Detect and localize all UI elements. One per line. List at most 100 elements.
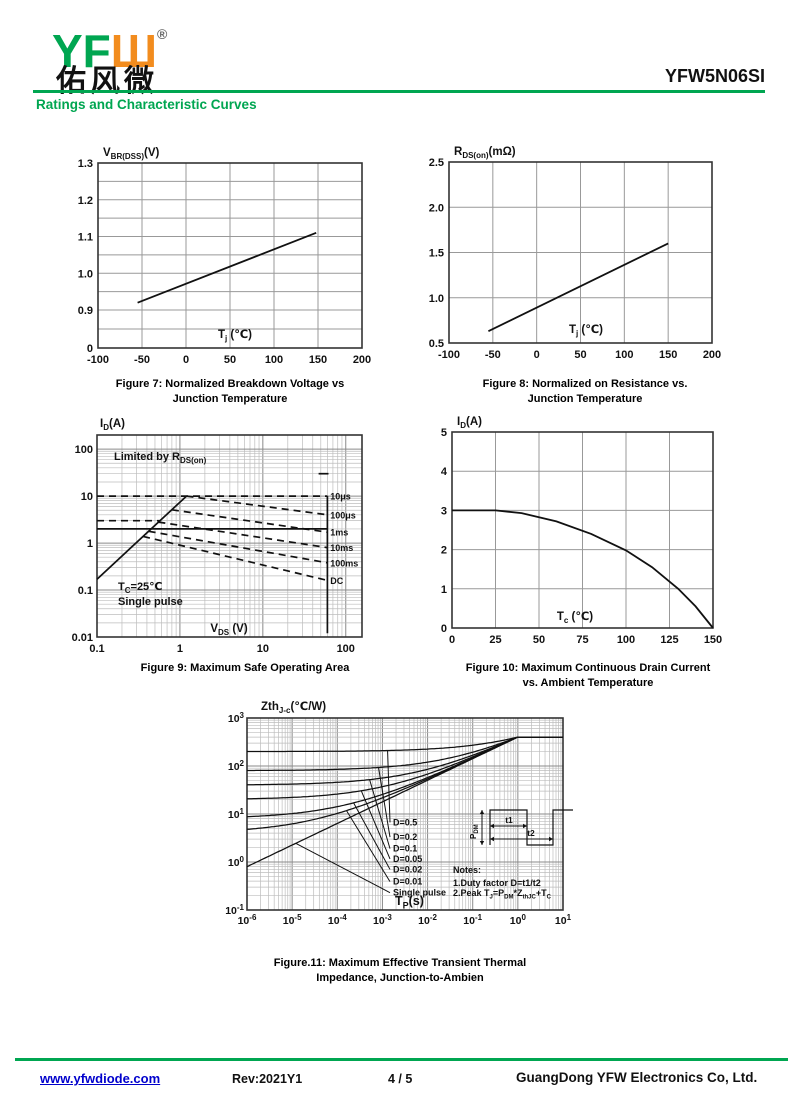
leader-line-2 <box>369 779 391 849</box>
annotation-single-pulse: Single pulse <box>118 596 183 608</box>
y-tick-label: 0.5 <box>429 338 444 350</box>
y-tick-label: 0 <box>441 623 447 635</box>
pulse-100us <box>186 495 328 516</box>
x-tick-label: 125 <box>660 634 678 646</box>
series-label-1ms: 1ms <box>330 528 348 538</box>
notes-line-2: 2.Peak TJ=PDM*ZthJC+TC <box>453 888 552 900</box>
x-tick-label: 10-1 <box>463 913 482 927</box>
footer-divider <box>15 1058 788 1061</box>
x-tick-label: 0 <box>534 349 540 361</box>
pulse-1ms <box>171 508 328 534</box>
x-tick-label: 200 <box>703 349 721 361</box>
y-tick-label: 0.01 <box>72 632 93 644</box>
x-tick-label: 100 <box>615 349 633 361</box>
series-label-100ms: 100ms <box>330 558 358 568</box>
figure-8-caption: Figure 8: Normalized on Resistance vs. J… <box>482 378 688 405</box>
figure-10-caption: Figure 10: Maximum Continuous Drain Curr… <box>465 662 711 689</box>
curve-label-3: D=0.05 <box>393 854 422 864</box>
curve-label-6: Single pulse <box>393 888 446 898</box>
curve-label-0: D=0.5 <box>393 817 417 827</box>
y-tick-label: 10 <box>81 491 93 503</box>
normalized-breakdown-voltage <box>137 231 317 304</box>
y-tick-label: 0.1 <box>78 585 93 597</box>
x-tick-label: 100 <box>337 643 355 655</box>
y-tick-label: 1.2 <box>78 195 93 207</box>
leader-line-4 <box>353 802 391 870</box>
y-axis-label: ID(A) <box>100 418 125 432</box>
curve-label-2: D=0.1 <box>393 844 417 854</box>
annotation-tc-25c: TC=25℃ <box>118 581 163 595</box>
y-tick-label: 101 <box>228 807 245 821</box>
plot-border <box>97 162 363 349</box>
y-tick-label: 2.5 <box>429 157 444 169</box>
zth-curve-D=0.5 <box>247 736 563 753</box>
y-tick-label: 102 <box>228 759 245 773</box>
y-axis-label: ID(A) <box>457 416 482 430</box>
rds-on-limit-line <box>96 495 188 580</box>
x-axis-label: Tj (℃) <box>218 329 252 343</box>
x-tick-label: 10-2 <box>418 913 437 927</box>
figure-9-caption: Figure 9: Maximum Safe Operating Area <box>140 662 350 674</box>
y-tick-label: 0.9 <box>78 305 93 317</box>
part-number: YFW5N06SI <box>664 66 765 86</box>
curve-label-5: D=0.01 <box>393 877 422 887</box>
y-tick-label: 100 <box>228 855 245 869</box>
figure-9-chart: 0.1 1 10 1001001010.10.0110μs100μs1ms10ms10… <box>72 418 363 655</box>
figure-11-caption: Figure.11: Maximum Effective Transient T… <box>273 957 527 984</box>
pulse-10ms <box>158 521 328 549</box>
x-tick-label: 50 <box>574 349 586 361</box>
company-name: GuangDong YFW Electronics Co, Ltd. <box>516 1070 758 1085</box>
y-tick-label: 100 <box>75 444 93 456</box>
registered-mark-icon: ® <box>157 26 168 42</box>
page-number: 4 / 5 <box>388 1072 413 1086</box>
series-label-100μs: 100μs <box>330 510 356 520</box>
x-tick-label: 10 <box>257 643 269 655</box>
y-axis-label: ZthJ-c(℃/W) <box>261 701 326 715</box>
yfw-logo: YFШ® <box>52 10 167 75</box>
y-tick-label: 1.0 <box>429 293 444 305</box>
x-tick-label: 1 <box>177 643 183 655</box>
y-tick-label: 1.5 <box>429 248 444 260</box>
pulse-100ms <box>148 530 328 564</box>
x-tick-label: 25 <box>489 634 501 646</box>
inset-label-t1: t1 <box>505 815 513 825</box>
x-tick-label: 10-5 <box>283 913 302 927</box>
figure-8-chart: -100 -50 0 50 100 150 200 2.5 2.0 1.5 1.0 0.5 RDS(on… <box>429 146 721 361</box>
x-axis-label: TP(s) <box>395 894 424 910</box>
logo-text-w: Ш <box>110 25 158 77</box>
y-tick-label: 1 <box>441 584 447 596</box>
x-tick-label: 150 <box>704 634 722 646</box>
x-tick-label: -50 <box>485 349 501 361</box>
id-vs-tc <box>452 509 714 629</box>
revision-label: Rev:2021Y1 <box>232 1072 303 1086</box>
y-tick-label: 0 <box>87 343 93 355</box>
leader-line-6 <box>295 842 391 894</box>
x-axis-label: Tj (℃) <box>569 324 603 338</box>
x-tick-label: 50 <box>533 634 545 646</box>
y-tick-label: 10-1 <box>225 903 244 917</box>
pulse-waveform-inset: PDM t1 t2 <box>469 809 573 846</box>
y-tick-label: 103 <box>228 711 245 725</box>
website-link[interactable]: www.yfwdiode.com <box>40 1071 161 1086</box>
x-tick-label: 0 <box>183 354 189 366</box>
curve-label-1: D=0.2 <box>393 832 417 842</box>
y-tick-label: 2 <box>441 545 447 557</box>
y-tick-label: 5 <box>441 427 447 439</box>
series-label-10μs: 10μs <box>330 492 351 502</box>
y-tick-label: 1.3 <box>78 158 93 170</box>
dc <box>142 535 328 582</box>
x-tick-label: 100 <box>510 913 527 927</box>
plot-border <box>96 434 363 638</box>
notes-title: Notes: <box>453 865 481 875</box>
leader-line-1 <box>378 767 391 838</box>
logo-chinese-text: 佑风微 <box>56 65 158 98</box>
x-tick-label: 10-4 <box>328 913 347 927</box>
curve-label-4: D=0.02 <box>393 864 422 874</box>
zth-curve-single-pulse <box>246 736 563 868</box>
series-label-DC: DC <box>330 576 343 586</box>
pulse-waveform <box>489 809 573 846</box>
x-tick-label: 200 <box>353 354 371 366</box>
series-label-10ms: 10ms <box>330 543 353 553</box>
y-tick-label: 3 <box>441 505 447 517</box>
